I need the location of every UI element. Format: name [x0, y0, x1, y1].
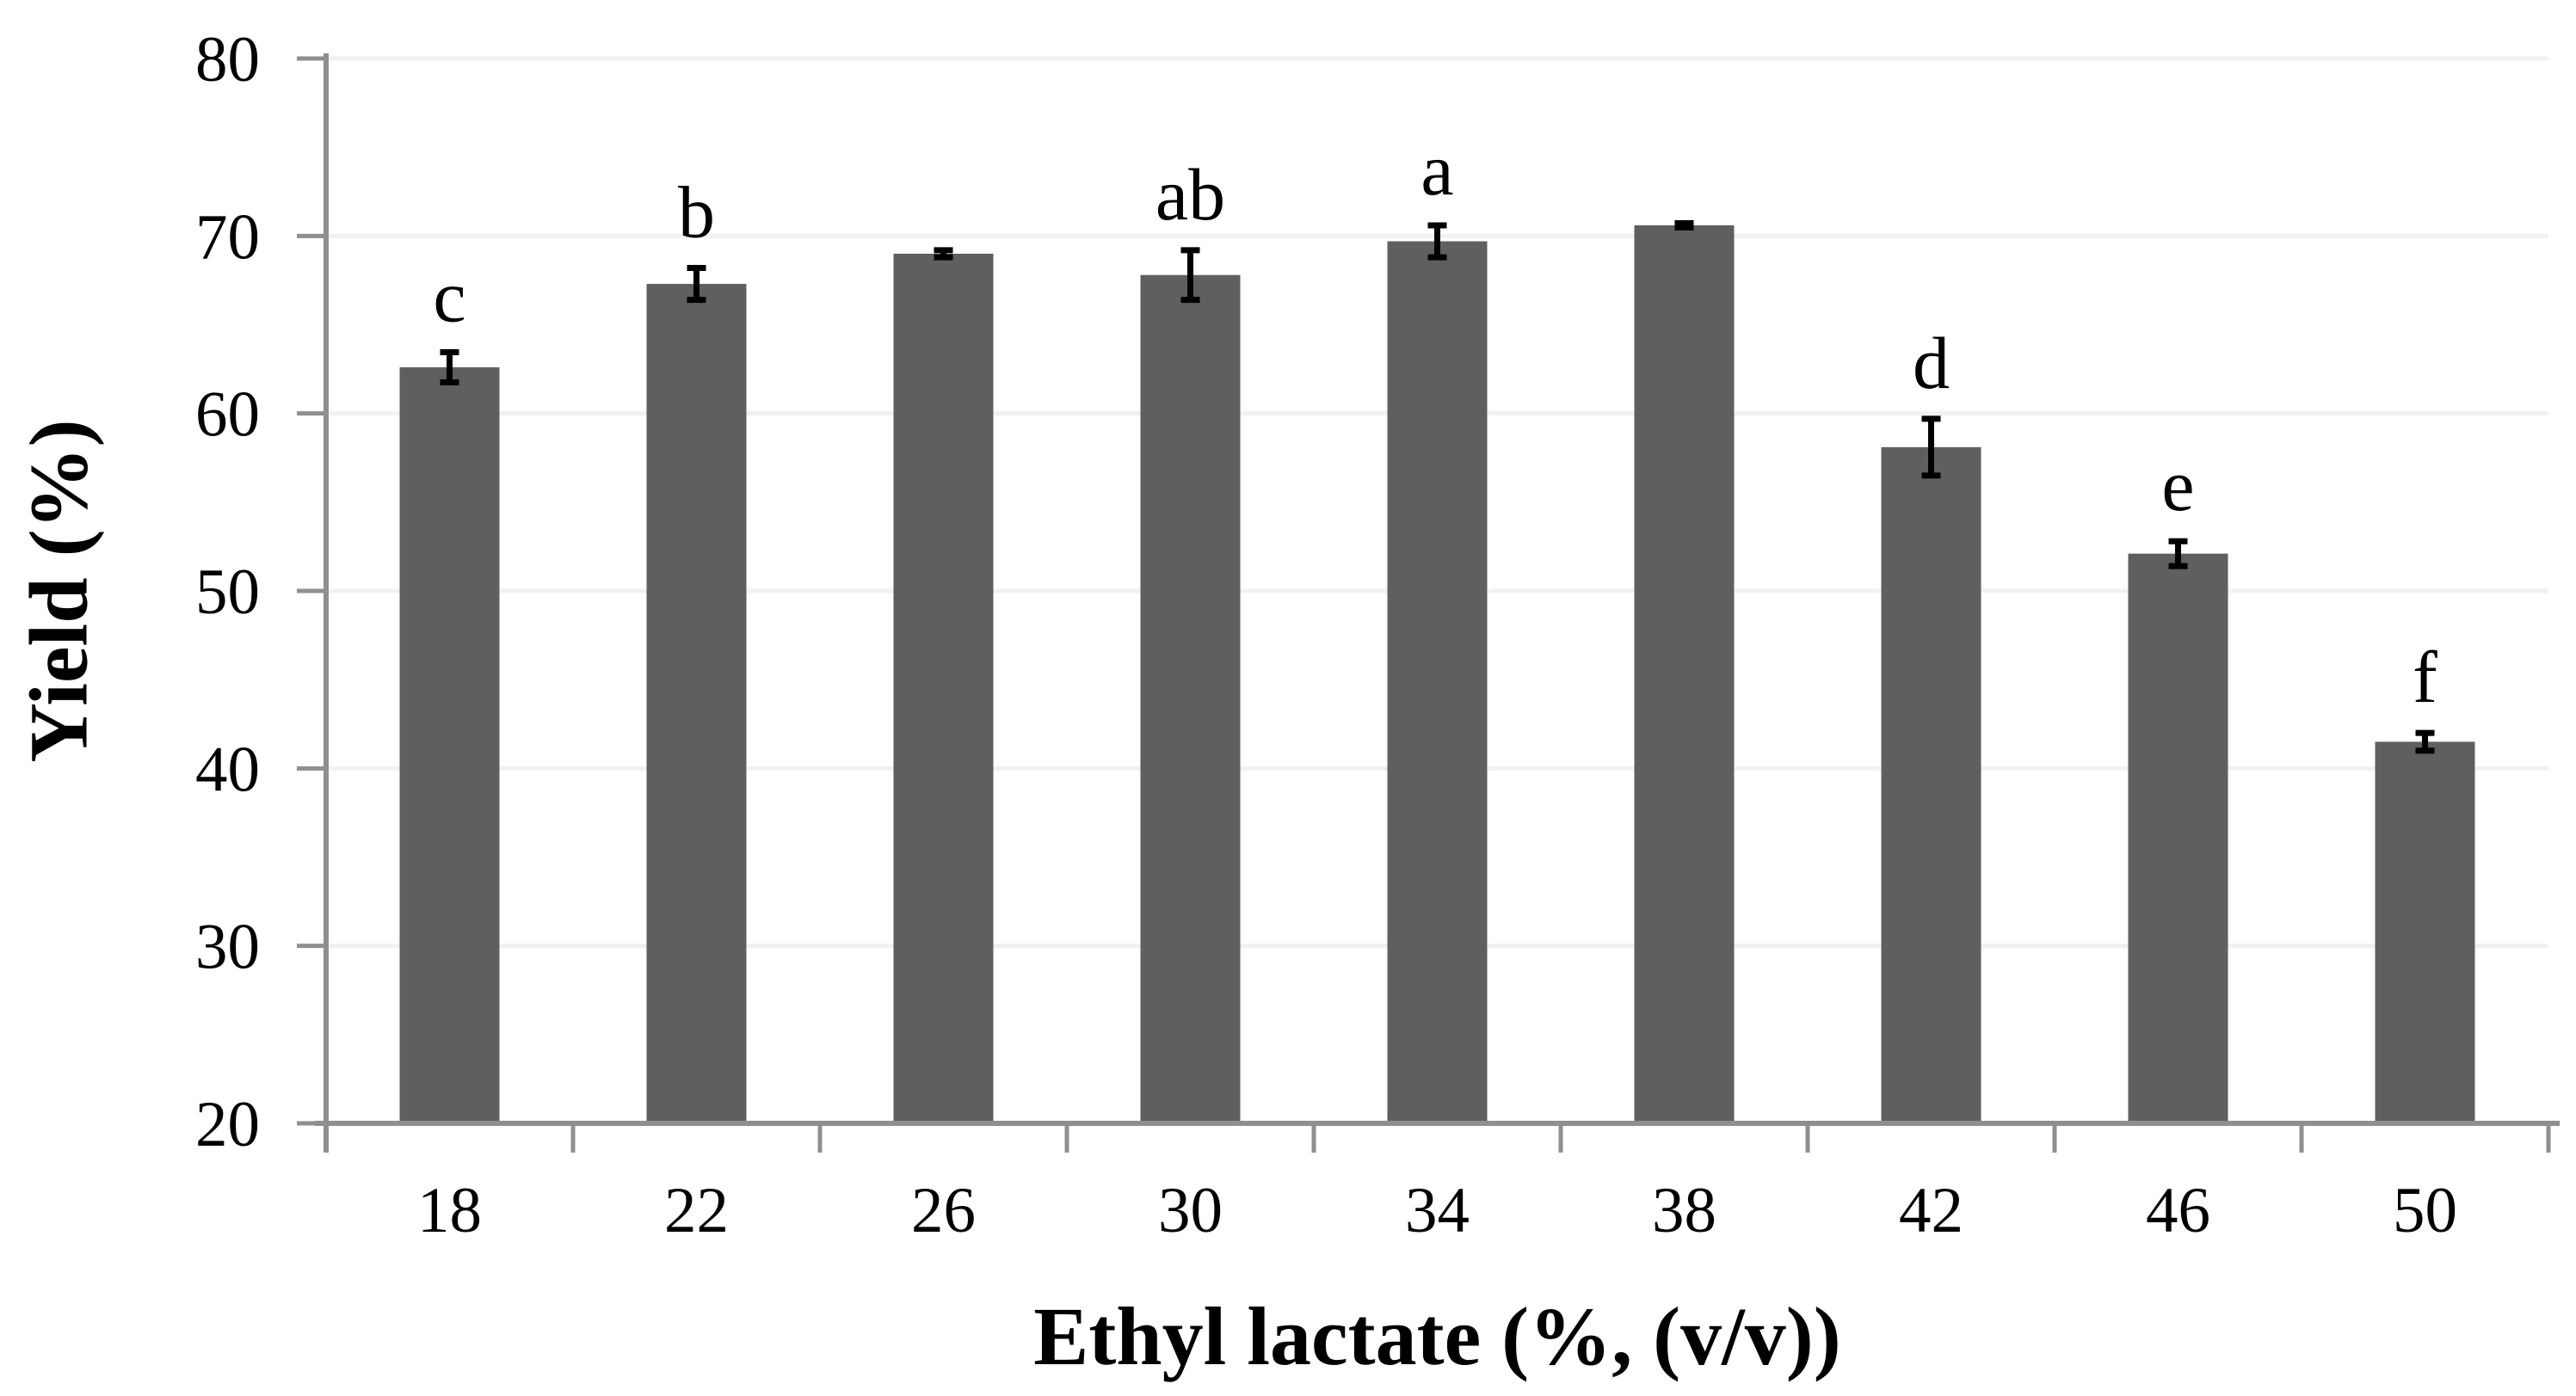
y-tick-label-20: 20 — [195, 1089, 260, 1160]
x-axis-title: Ethyl lactate (%, (v/v)) — [1033, 1290, 1841, 1382]
x-tick-label-34: 34 — [1405, 1175, 1470, 1246]
x-tick-label-46: 46 — [2146, 1175, 2210, 1246]
bar-46 — [2128, 553, 2228, 1123]
y-tick-label-70: 70 — [195, 201, 260, 273]
bar-50 — [2375, 741, 2475, 1123]
bar-38 — [1634, 224, 1735, 1123]
bar-42 — [1881, 446, 1981, 1123]
sig-letter-30: ab — [1156, 153, 1225, 236]
sig-letter-50: f — [2413, 636, 2437, 718]
y-axis-title: Yield (%) — [12, 419, 105, 763]
x-tick-label-30: 30 — [1158, 1175, 1223, 1246]
bar-18 — [399, 367, 500, 1123]
bar-22 — [646, 284, 747, 1123]
y-tick-label-40: 40 — [195, 734, 260, 805]
sig-letter-34: a — [1420, 128, 1453, 211]
y-tick-label-80: 80 — [195, 24, 260, 95]
bar-34 — [1387, 241, 1488, 1124]
sig-letter-46: e — [2161, 444, 2194, 526]
y-tick-label-50: 50 — [195, 557, 260, 628]
x-tick-label-50: 50 — [2393, 1175, 2457, 1246]
x-tick-label-26: 26 — [911, 1175, 976, 1246]
sig-letter-18: c — [433, 255, 465, 337]
x-tick-label-18: 18 — [417, 1175, 482, 1246]
sig-letter-42: d — [1913, 322, 1950, 404]
bar-26 — [893, 253, 994, 1123]
x-tick-label-22: 22 — [664, 1175, 729, 1246]
bar-30 — [1140, 274, 1241, 1123]
y-tick-label-60: 60 — [195, 379, 260, 451]
sig-letter-22: b — [678, 170, 715, 253]
x-tick-label-38: 38 — [1652, 1175, 1716, 1246]
x-tick-label-42: 42 — [1899, 1175, 1963, 1246]
y-tick-label-30: 30 — [195, 912, 260, 983]
